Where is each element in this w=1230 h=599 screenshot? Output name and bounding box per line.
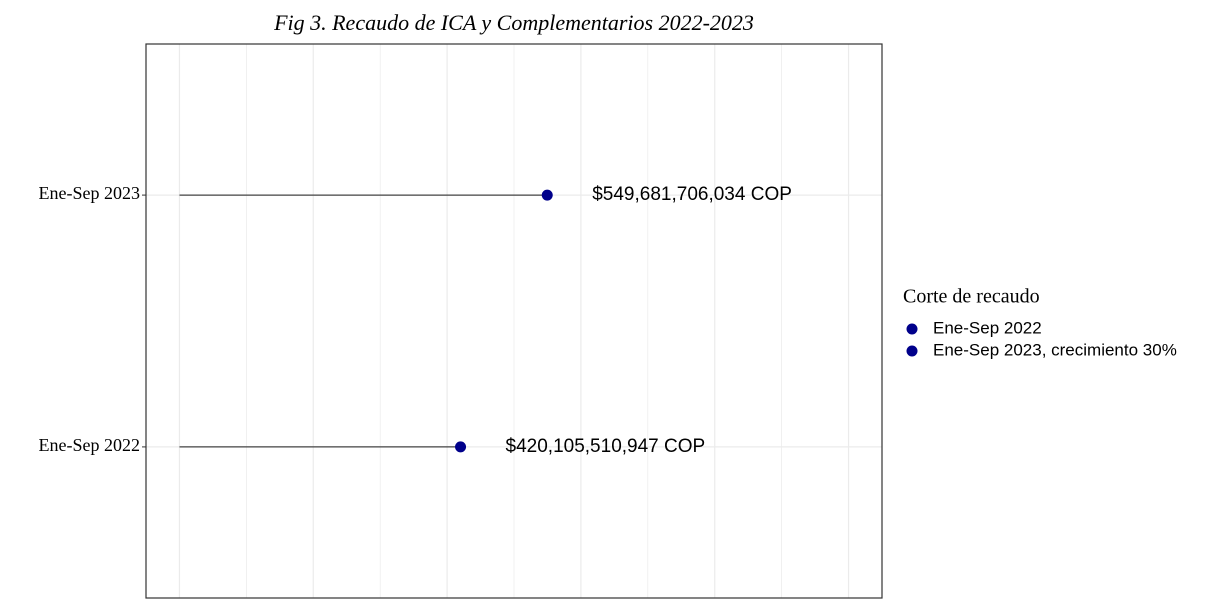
y-tick-label: Ene-Sep 2022	[39, 435, 140, 455]
data-label: $549,681,706,034 COP	[592, 184, 792, 205]
legend-marker	[906, 345, 918, 357]
panel-border	[145, 43, 883, 599]
legend-label: Ene-Sep 2023, crecimiento 30%	[933, 340, 1177, 359]
legend-title: Corte de recaudo	[903, 286, 1040, 308]
y-tick-label: Ene-Sep 2023	[39, 183, 140, 203]
dot	[455, 441, 467, 453]
legend-marker	[906, 323, 918, 335]
legend-label: Ene-Sep 2022	[933, 318, 1042, 337]
data-label: $420,105,510,947 COP	[506, 436, 706, 457]
chart-title: Fig 3. Recaudo de ICA y Complementarios …	[273, 10, 754, 35]
dot	[541, 189, 553, 201]
